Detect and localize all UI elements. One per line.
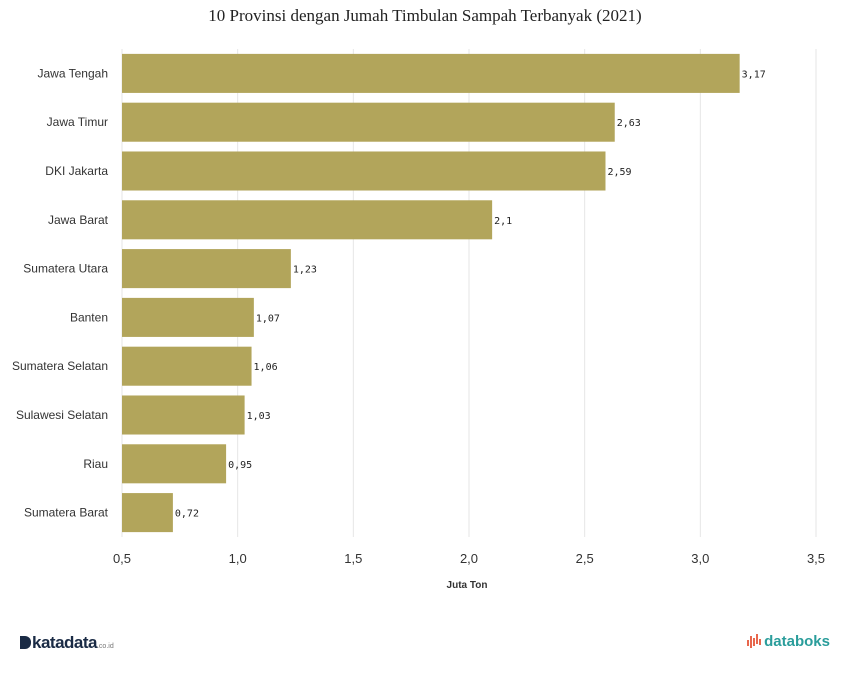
- katadata-mark-icon: [20, 636, 31, 649]
- category-label: DKI Jakarta: [45, 164, 108, 178]
- databoks-logo: databoks: [747, 633, 830, 650]
- category-label: Banten: [70, 310, 108, 324]
- bar[interactable]: [122, 346, 252, 386]
- bar[interactable]: [122, 53, 740, 93]
- x-axis-label: Juta Ton: [447, 580, 488, 591]
- category-label: Sumatera Utara: [23, 262, 108, 276]
- category-label: Jawa Timur: [47, 115, 108, 129]
- bar[interactable]: [122, 395, 245, 435]
- x-tick-label: 1,0: [229, 551, 247, 566]
- category-label: Sulawesi Selatan: [16, 408, 108, 422]
- x-tick-label: 3,0: [691, 551, 709, 566]
- bar[interactable]: [122, 297, 254, 337]
- bar[interactable]: [122, 249, 291, 289]
- bar[interactable]: [122, 444, 227, 484]
- data-label: 0,95: [228, 460, 252, 471]
- x-tick-label: 2,0: [460, 551, 478, 566]
- category-label: Jawa Tengah: [38, 66, 109, 80]
- x-tick-label: 2,5: [576, 551, 594, 566]
- data-label: 1,23: [293, 265, 317, 276]
- data-label: 3,17: [742, 69, 766, 80]
- bar[interactable]: [122, 102, 615, 142]
- katadata-brand-suffix: .co.id: [96, 643, 114, 650]
- data-label: 2,59: [607, 167, 631, 178]
- x-tick-labels: 0,5 1,0 1,5 2,0 2,5 3,0 3,5: [113, 551, 825, 566]
- category-labels: Jawa Tengah Jawa Timur DKI Jakarta Jawa Bar…: [12, 66, 109, 519]
- data-label: 1,03: [247, 411, 271, 422]
- databoks-bars-icon: [747, 634, 762, 648]
- data-label: 1,07: [256, 313, 280, 324]
- chart-title: 10 Provinsi dengan Jumah Timbulan Sampah…: [208, 6, 642, 25]
- data-label: 2,1: [494, 216, 512, 227]
- category-label: Riau: [83, 457, 108, 471]
- category-label: Sumatera Selatan: [12, 359, 108, 373]
- category-label: Jawa Barat: [48, 213, 109, 227]
- bar[interactable]: [122, 493, 173, 533]
- bar[interactable]: [122, 151, 606, 191]
- data-labels: 3,17 2,63 2,59 2,1 1,23 1,07 1,06 1,03 0,95 0,72: [175, 69, 766, 519]
- data-label: 2,63: [617, 118, 641, 129]
- databoks-brand-text: databoks: [764, 633, 830, 650]
- category-label: Sumatera Barat: [24, 506, 109, 520]
- data-label: 0,72: [175, 509, 199, 520]
- data-label: 1,06: [254, 362, 278, 373]
- katadata-brand-text: katadata: [32, 633, 97, 652]
- bars: [122, 53, 740, 533]
- x-tick-label: 1,5: [344, 551, 362, 566]
- x-tick-label: 3,5: [807, 551, 825, 566]
- x-tick-label: 0,5: [113, 551, 131, 566]
- katadata-logo: katadata.co.id: [20, 633, 114, 653]
- bar[interactable]: [122, 200, 493, 240]
